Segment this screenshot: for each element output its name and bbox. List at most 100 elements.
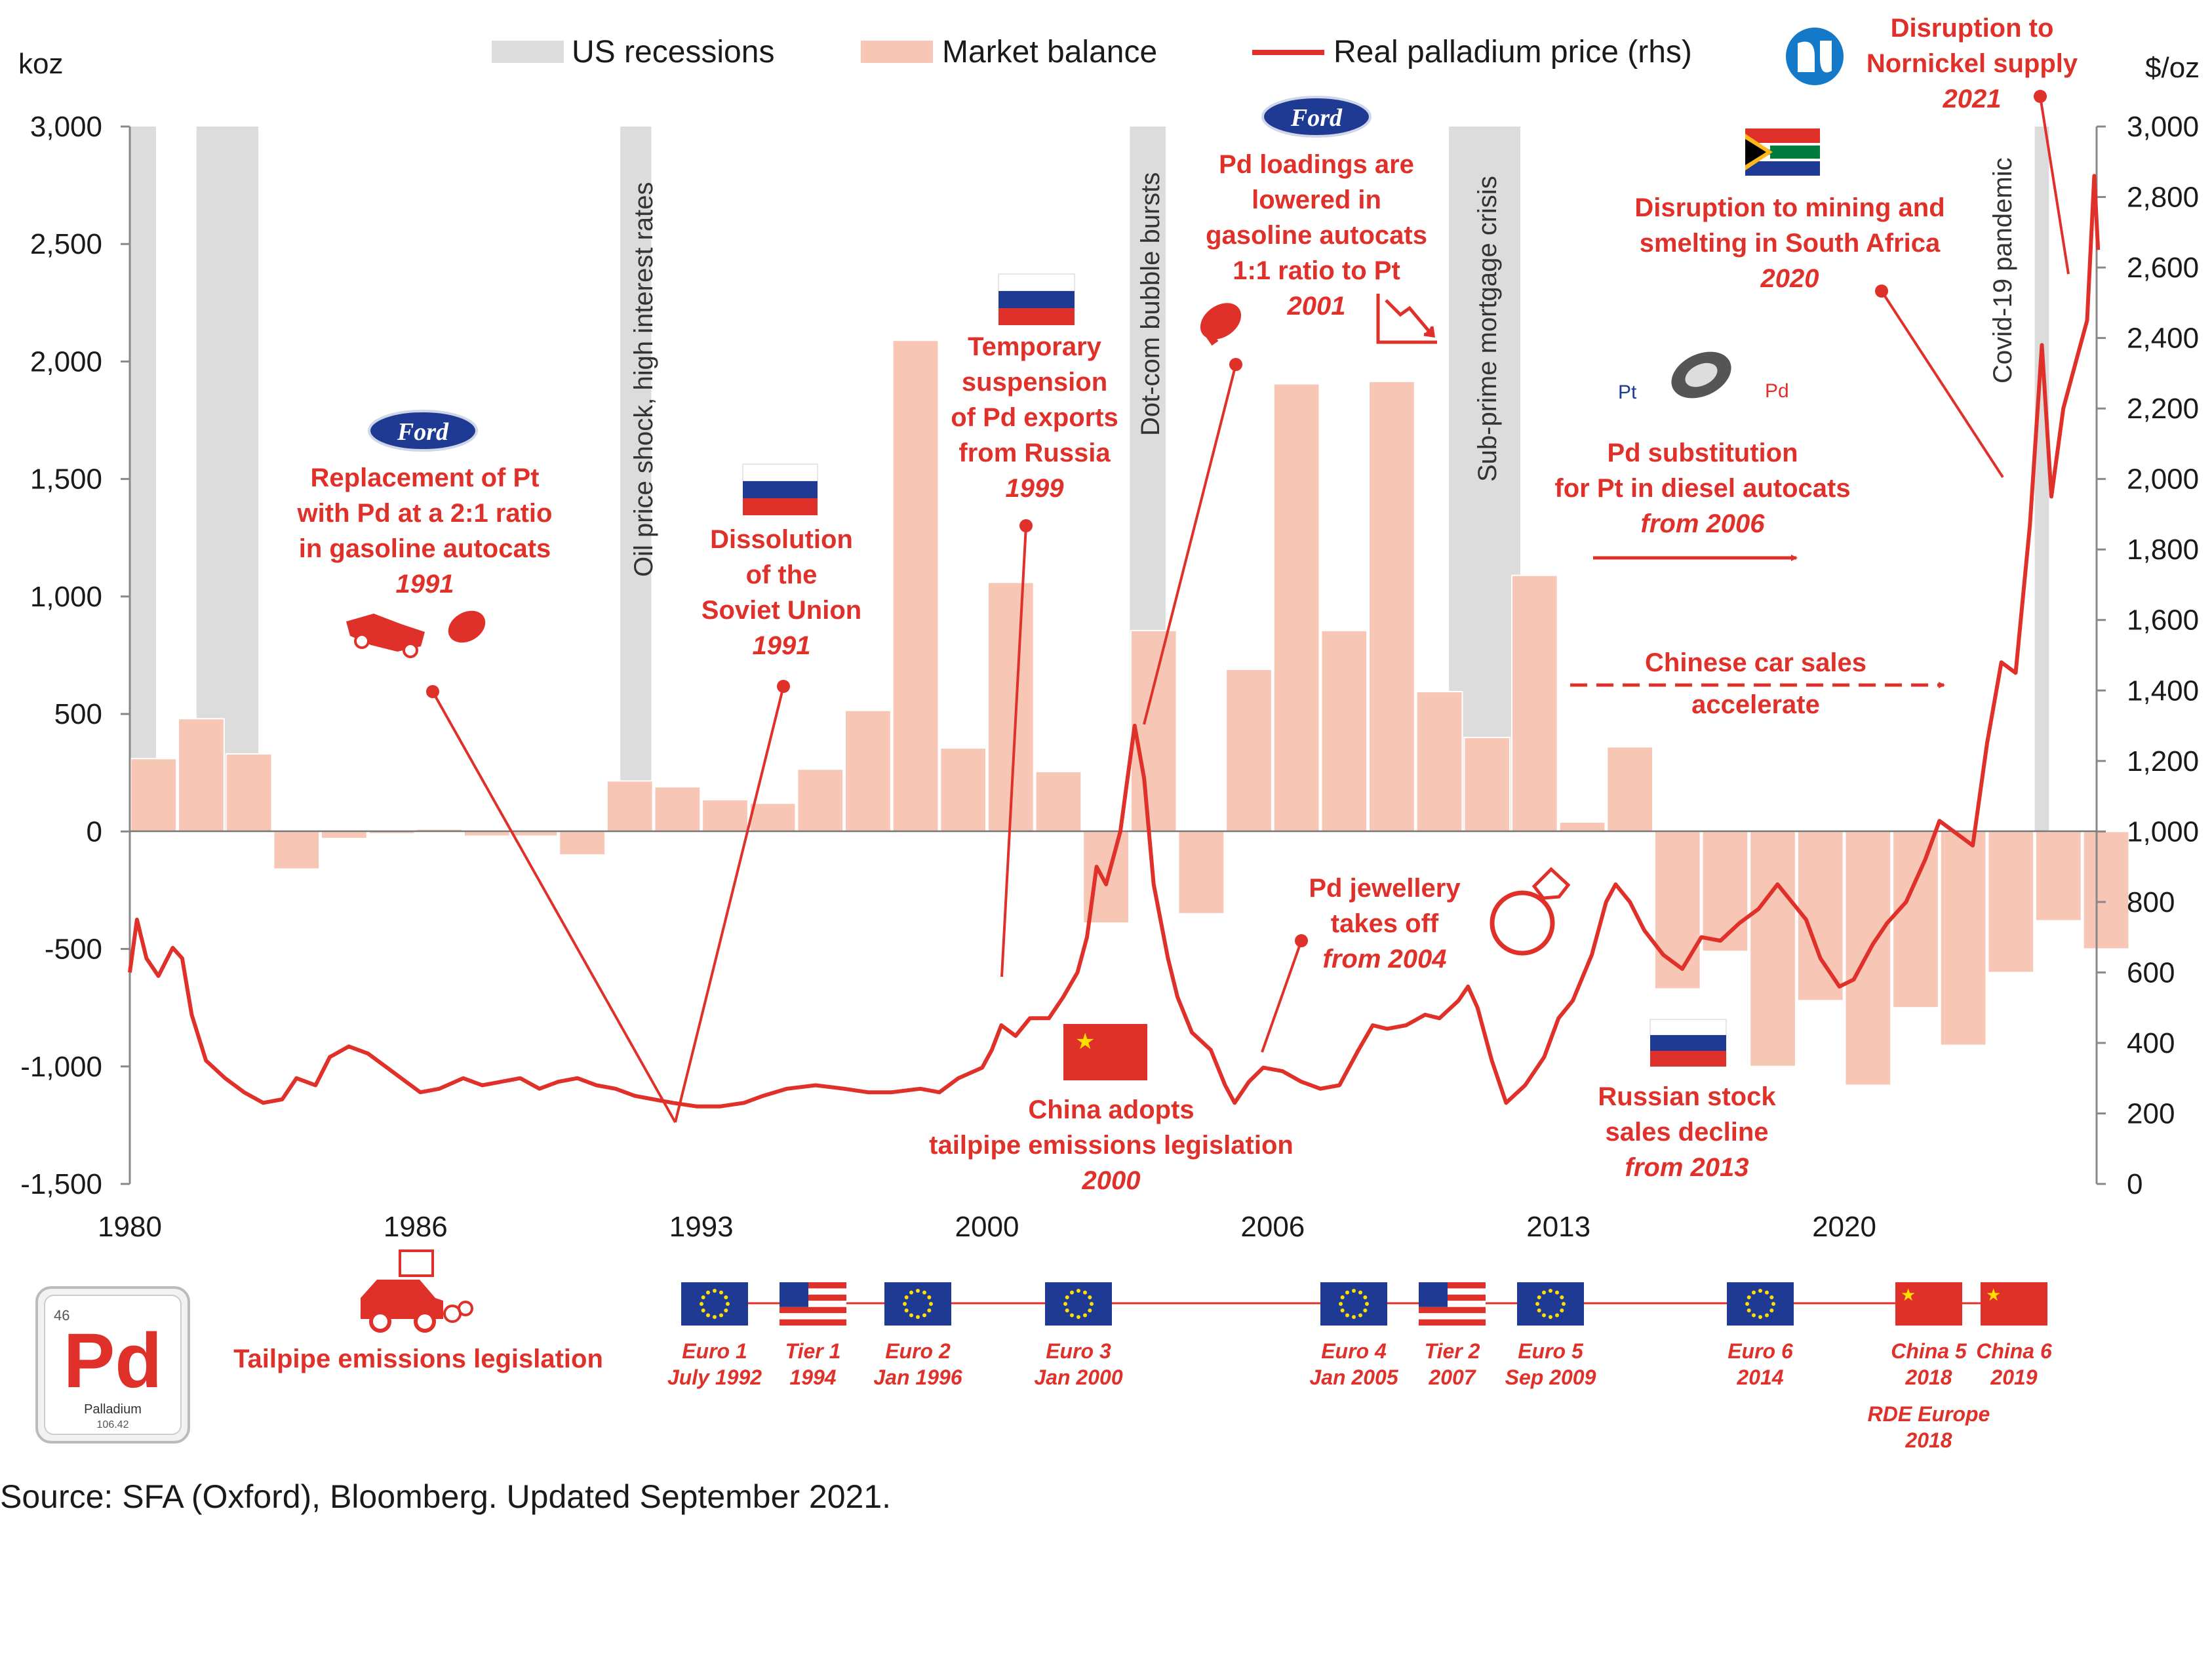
right-tick-label: 1,000 [2127, 816, 2199, 848]
event-label: Euro 1 [682, 1339, 747, 1363]
left-tick-label: 2,500 [30, 228, 102, 260]
balance-bar [1415, 691, 1463, 833]
event-date: Jan 2005 [1309, 1366, 1398, 1389]
event-label: China 6 [1976, 1339, 2052, 1363]
legend-balance-swatch [861, 41, 933, 63]
china-leg-line1: China adopts [1028, 1095, 1194, 1124]
annotation-chinese-cars: Chinese car sales accelerate [1645, 648, 1866, 719]
svg-text:Ford: Ford [1290, 104, 1343, 132]
x-tick-label: 1980 [98, 1211, 162, 1243]
left-tick-label: 0 [87, 816, 102, 848]
dotcom-label: Dot-com bubble bursts [1136, 172, 1165, 436]
event-date: Sep 2009 [1505, 1366, 1596, 1389]
russian-stock-line1: Russian stock [1598, 1082, 1776, 1111]
substitution-line2: for Pt in diesel autocats [1554, 474, 1850, 503]
eu-flag-icon [681, 1282, 748, 1326]
ford-logo-icon: Ford [368, 410, 478, 452]
soviet-line3: Soviet Union [701, 596, 861, 625]
russia-line4: from Russia [958, 439, 1111, 467]
substitution-year: from 2006 [1641, 509, 1766, 538]
balance-bar [1844, 831, 1892, 1086]
balance-bar [939, 747, 987, 833]
south-africa-flag-icon [1745, 128, 1820, 176]
soviet-year: 1991 [753, 631, 811, 660]
sa-year: 2020 [1760, 264, 1819, 293]
left-tick-label: 500 [54, 698, 102, 730]
right-tick-label: 2,200 [2127, 393, 2199, 425]
russian-stock-year: from 2013 [1625, 1153, 1749, 1182]
balance-bar [1749, 831, 1796, 1067]
balance-bar [1939, 831, 1987, 1046]
event-date: 2018 [1905, 1366, 1952, 1389]
right-tick-labels: 3,000 2,800 2,600 2,400 2,200 2,000 1,800 1,600… [2127, 111, 2199, 1200]
recession-band [620, 127, 652, 832]
jewellery-line1: Pd jewellery [1309, 874, 1461, 903]
x-tick-labels: 1980 1986 1993 2000 2006 2013 2020 [98, 1211, 1876, 1243]
russia-line3: of Pd exports [951, 403, 1118, 432]
balance-bar [178, 718, 225, 833]
loadings-line3: gasoline autocats [1206, 221, 1427, 250]
jewellery-year: from 2004 [1323, 945, 1447, 973]
event-date: 1994 [789, 1366, 836, 1389]
rde-europe-year: 2018 [1905, 1428, 1952, 1452]
ford-logo-icon: Ford [1261, 96, 1372, 138]
svg-text:46: 46 [54, 1307, 69, 1324]
event-date: 2019 [1990, 1366, 2037, 1389]
autocat-icon [346, 610, 486, 658]
event-label: Euro 6 [1728, 1339, 1793, 1363]
balance-bar [2035, 831, 2082, 922]
legend-price-label: Real palladium price (rhs) [1333, 35, 1692, 69]
sa-line2: smelting in South Africa [1640, 229, 1941, 258]
nornickel-line2: Nornickel supply [1866, 49, 2078, 78]
eu-flag-icon [1727, 1282, 1794, 1326]
svg-text:106.42: 106.42 [97, 1419, 129, 1430]
diesel-autocat-icon: Pt Pd [1618, 351, 1789, 403]
event-label: Euro 4 [1321, 1339, 1387, 1363]
left-tick-label: 3,000 [30, 111, 102, 143]
plot-axes [128, 127, 2098, 1184]
car-exhaust-icon [361, 1249, 473, 1333]
annotation-nornickel: Disruption to Nornickel supply 2021 [1866, 14, 2078, 113]
balance-bar [1035, 770, 1082, 833]
x-tick-label: 1993 [669, 1211, 734, 1243]
left-tick-label: -1,500 [20, 1168, 102, 1200]
right-tick-label: 400 [2127, 1027, 2175, 1059]
balance-bar [1130, 629, 1177, 833]
jewellery-line2: takes off [1331, 909, 1439, 938]
x-tick-label: 2020 [1812, 1211, 1876, 1243]
pt-replace-line2: with Pd at a 2:1 ratio [297, 499, 553, 528]
left-tick-label: 1,500 [30, 463, 102, 496]
balance-bar [130, 758, 178, 833]
balance-bar [1225, 669, 1273, 833]
sa-line1: Disruption to mining and [1634, 193, 1945, 222]
balance-bar [1606, 746, 1654, 833]
eu-flag-icon [1517, 1282, 1584, 1326]
svg-text:Palladium: Palladium [84, 1402, 142, 1417]
balance-bar [1653, 831, 1701, 990]
balance-bar [1558, 821, 1606, 833]
balance-bar [1511, 574, 1558, 833]
balance-bar [1177, 831, 1225, 914]
right-tick-label: 200 [2127, 1097, 2175, 1130]
x-tick-label: 1986 [384, 1211, 448, 1243]
balance-bar [321, 831, 368, 840]
tailpipe-title: Tailpipe emissions legislation [233, 1345, 603, 1373]
palladium-element-icon: 46 Pd Palladium 106.42 [35, 1286, 190, 1444]
balance-bar [1320, 629, 1368, 833]
china-leg-year: 2000 [1082, 1166, 1141, 1195]
pt-replace-line3: in gasoline autocats [299, 534, 551, 563]
balance-bar [1987, 831, 2035, 973]
annotation-china-legislation: China adopts tailpipe emissions legislat… [929, 1095, 1294, 1195]
balance-bar [1701, 831, 1749, 953]
event-label: Tier 2 [1425, 1339, 1480, 1363]
russia-line1: Temporary [968, 332, 1102, 361]
event-label: Euro 3 [1046, 1339, 1111, 1363]
oil-shock-label: Oil price shock, high interest rates [629, 182, 658, 577]
balance-bar [1368, 380, 1415, 833]
right-tick-label: 2,800 [2127, 182, 2199, 214]
balance-bar [225, 753, 273, 833]
annotation-soviet: Dissolution of the Soviet Union 1991 [701, 525, 861, 660]
right-tick-label: 800 [2127, 886, 2175, 918]
annotation-leaders [431, 96, 2070, 1123]
